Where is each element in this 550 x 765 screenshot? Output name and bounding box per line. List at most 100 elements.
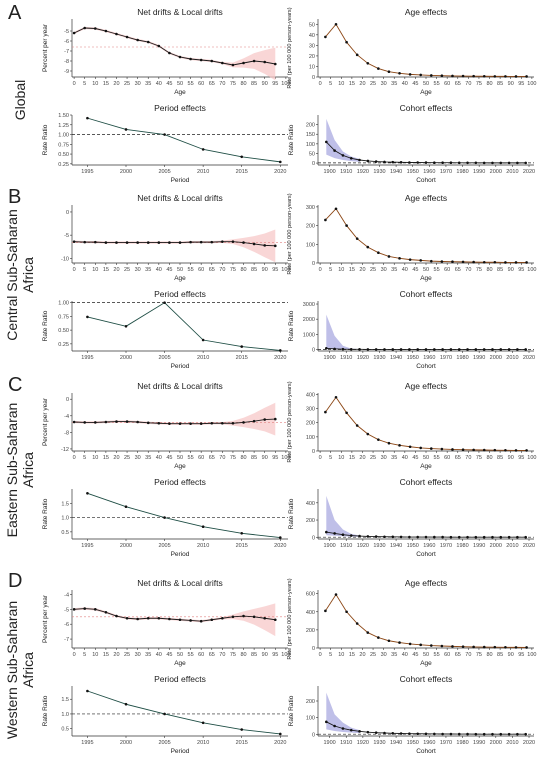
data-point bbox=[199, 240, 203, 244]
data-point bbox=[345, 610, 348, 614]
y-tick-label: 0.50 bbox=[58, 152, 69, 158]
x-tick-label: 95 bbox=[272, 81, 278, 87]
x-tick-label: 40 bbox=[156, 81, 162, 87]
data-point bbox=[499, 535, 503, 539]
series-line bbox=[325, 396, 527, 451]
data-point bbox=[466, 348, 469, 351]
x-tick-label: 1930 bbox=[373, 169, 385, 175]
data-point bbox=[189, 240, 192, 244]
data-point bbox=[178, 618, 182, 622]
data-point bbox=[210, 618, 214, 622]
data-point bbox=[355, 53, 359, 57]
y-axis-label: Rate (per 100 000 person-years) bbox=[287, 7, 293, 88]
data-point bbox=[451, 645, 454, 648]
x-tick-label: 85 bbox=[251, 455, 257, 461]
y-tick-label: 1.5 bbox=[61, 501, 69, 507]
x-tick-label: 45 bbox=[166, 455, 172, 461]
x-tick-label: 45 bbox=[412, 81, 418, 87]
data-point bbox=[391, 732, 395, 735]
data-point bbox=[449, 348, 453, 351]
series-line bbox=[325, 208, 527, 263]
data-point bbox=[199, 58, 203, 62]
x-tick-label: 40 bbox=[402, 267, 408, 273]
x-tick-label: 70 bbox=[465, 652, 471, 658]
x-axis-label: Age bbox=[420, 275, 432, 282]
y-tick-label: 100 bbox=[306, 716, 315, 722]
data-point bbox=[377, 67, 380, 70]
data-point bbox=[157, 616, 161, 620]
data-point bbox=[424, 732, 428, 736]
data-point bbox=[514, 75, 518, 78]
data-point bbox=[366, 61, 370, 65]
x-tick-label: 0 bbox=[319, 652, 322, 658]
y-axis-label: Rate Ratio bbox=[288, 124, 295, 155]
data-point bbox=[482, 448, 486, 452]
x-tick-label: 70 bbox=[219, 81, 225, 87]
y-tick-label: -5 bbox=[64, 607, 69, 613]
x-tick-label: 5 bbox=[83, 652, 86, 658]
x-tick-label: 80 bbox=[240, 455, 246, 461]
data-point bbox=[457, 161, 461, 165]
x-tick-label: 60 bbox=[198, 652, 204, 658]
x-tick-label: 80 bbox=[240, 267, 246, 273]
x-tick-label: 1910 bbox=[340, 355, 352, 361]
data-point bbox=[341, 347, 345, 351]
data-point bbox=[507, 732, 511, 736]
data-point bbox=[374, 535, 378, 538]
x-tick-label: 1930 bbox=[373, 543, 385, 549]
data-point bbox=[441, 535, 444, 539]
data-point bbox=[210, 240, 214, 244]
data-point bbox=[345, 224, 348, 227]
x-tick-label: 15 bbox=[349, 81, 355, 87]
x-tick-label: 80 bbox=[486, 455, 492, 461]
data-point bbox=[333, 724, 336, 728]
data-point bbox=[524, 348, 527, 351]
x-tick-label: 1900 bbox=[324, 355, 336, 361]
x-axis-label: Age bbox=[174, 660, 186, 667]
x-axis-label: Age bbox=[174, 89, 186, 96]
x-tick-label: 100 bbox=[527, 267, 536, 273]
x-tick-label: 60 bbox=[198, 455, 204, 461]
x-tick-label: 65 bbox=[455, 267, 461, 273]
data-point bbox=[341, 727, 345, 730]
data-point bbox=[516, 535, 519, 539]
x-tick-label: 1940 bbox=[390, 355, 402, 361]
data-point bbox=[466, 535, 469, 539]
data-point bbox=[93, 608, 97, 611]
x-tick-label: 2020 bbox=[523, 169, 535, 175]
y-tick-label: 100 bbox=[306, 142, 315, 148]
y-tick-label: -7 bbox=[64, 637, 69, 643]
data-point bbox=[104, 241, 108, 244]
data-point bbox=[440, 447, 444, 451]
data-point bbox=[399, 732, 403, 735]
data-point bbox=[366, 535, 370, 538]
y-tick-label: 0 bbox=[312, 161, 315, 167]
x-tick-label: 55 bbox=[434, 81, 440, 87]
data-point bbox=[324, 609, 327, 613]
x-tick-label: 1920 bbox=[357, 355, 369, 361]
data-point bbox=[491, 732, 494, 736]
local-drift-ci-band bbox=[74, 229, 276, 263]
x-tick-label: 85 bbox=[251, 652, 257, 658]
row-label-central: Central Sub-Saharan Africa bbox=[4, 209, 36, 341]
x-tick-label: 2015 bbox=[236, 543, 248, 549]
data-point bbox=[231, 63, 235, 67]
y-tick-label: 0 bbox=[312, 75, 315, 81]
x-tick-label: 50 bbox=[423, 267, 429, 273]
data-point bbox=[474, 161, 478, 165]
chart-title: Net drifts & Local drifts bbox=[137, 381, 223, 391]
data-point bbox=[242, 421, 245, 424]
x-tick-label: 10 bbox=[338, 267, 344, 273]
y-tick-label: -6 bbox=[64, 622, 69, 628]
data-point bbox=[408, 445, 412, 449]
x-tick-label: 2020 bbox=[523, 355, 535, 361]
x-tick-label: 35 bbox=[145, 267, 151, 273]
x-tick-label: 5 bbox=[329, 455, 332, 461]
data-point bbox=[433, 535, 436, 539]
x-tick-label: 80 bbox=[240, 652, 246, 658]
data-point bbox=[210, 59, 214, 63]
x-tick-label: 75 bbox=[230, 652, 236, 658]
x-tick-label: 5 bbox=[83, 81, 86, 87]
y-axis-label: Rate Ratio bbox=[288, 695, 295, 726]
y-axis-label: Rate (per 100 000 person-years) bbox=[287, 381, 293, 462]
